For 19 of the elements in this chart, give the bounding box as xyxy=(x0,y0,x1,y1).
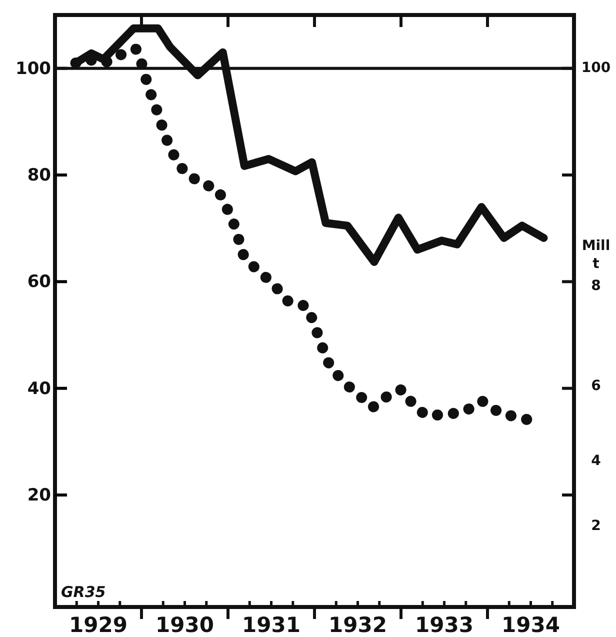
x-tick-label: 1932 xyxy=(328,612,387,637)
y-tick-label: 40 xyxy=(27,378,52,399)
text: 2 xyxy=(591,518,601,534)
y-tick-label: 80 xyxy=(27,165,52,186)
text: Mill xyxy=(582,238,610,254)
x-tick-label: 1933 xyxy=(415,612,474,637)
x-tick-label: 1931 xyxy=(242,612,300,637)
text: 6 xyxy=(591,378,601,394)
y-tick-label: 20 xyxy=(27,485,52,506)
x-tick-label: 1934 xyxy=(502,612,560,637)
text: 4 xyxy=(591,453,602,469)
x-tick-label: 1929 xyxy=(69,612,128,637)
text: t xyxy=(592,256,600,272)
y-tick-label: 100 xyxy=(16,58,52,79)
text: 8 xyxy=(591,278,601,294)
text: 100 xyxy=(581,60,611,76)
x-tick-label: 1930 xyxy=(156,612,214,637)
annotation: GR35 xyxy=(61,583,106,601)
y-tick-label: 60 xyxy=(27,272,52,292)
